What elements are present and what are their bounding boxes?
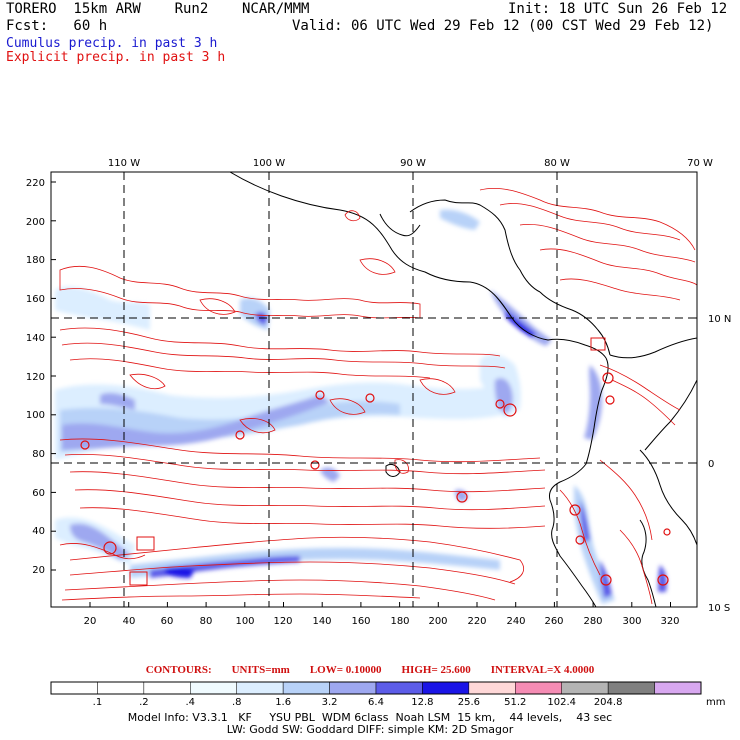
plot-frame <box>50 171 698 608</box>
legend-threshold-label: 51.2 <box>504 697 526 708</box>
legend-threshold-label: 1.6 <box>275 697 291 708</box>
bottom-tick-220: 220 <box>467 616 486 627</box>
bottom-tick-180: 180 <box>390 616 409 627</box>
bottom-tick-320: 320 <box>660 616 679 627</box>
lon-label-110w: 110 W <box>108 158 140 169</box>
explicit-precip-contours <box>59 187 697 605</box>
legend-threshold-label: 6.4 <box>368 697 384 708</box>
legend-threshold-label: 25.6 <box>458 697 480 708</box>
legend-cell <box>375 681 423 695</box>
legend-cell <box>515 681 562 695</box>
cumulus-precip-label: Cumulus precip. in past 3 h <box>6 36 218 51</box>
contour-units: UNITS=mm <box>231 664 290 676</box>
bottom-tick-260: 260 <box>544 616 563 627</box>
legend-threshold-label: .2 <box>139 697 149 708</box>
legend-frame <box>50 681 702 695</box>
contours-label: CONTOURS: <box>145 664 212 676</box>
cumulus-precip-shading <box>55 209 667 604</box>
legend-cell <box>329 681 377 695</box>
lon-label-90w: 90 W <box>400 158 426 169</box>
bottom-tick-40: 40 <box>123 616 136 627</box>
contour-interval: INTERVAL=X 4.0000 <box>490 664 595 676</box>
legend-cell <box>607 681 655 695</box>
legend-cell <box>143 681 191 695</box>
left-tick-80: 80 <box>32 449 45 460</box>
contour-info: CONTOURS: UNITS=mm LOW= 0.10000 HIGH= 25.60… <box>0 664 740 676</box>
model-title: TORERO 15km ARW Run2 NCAR/MMM <box>6 1 310 17</box>
explicit-precip-label: Explicit precip. in past 3 h <box>6 50 226 65</box>
lon-label-100w: 100 W <box>253 158 285 169</box>
bottom-tick-240: 240 <box>506 616 525 627</box>
bottom-tick-300: 300 <box>622 616 641 627</box>
left-tick-180: 180 <box>26 255 45 266</box>
lon-label-70w: 70 W <box>687 158 713 169</box>
legend-cell <box>422 681 470 695</box>
bottom-tick-120: 120 <box>273 616 292 627</box>
legend-threshold-label: 12.8 <box>411 697 433 708</box>
valid-time: Valid: 06 UTC Wed 29 Feb 12 (00 CST Wed … <box>292 18 714 34</box>
left-tick-140: 140 <box>26 333 45 344</box>
legend-unit: mm <box>706 697 725 708</box>
bottom-tick-200: 200 <box>428 616 447 627</box>
lat-label-10n: 10 N <box>708 314 731 325</box>
bottom-tick-20: 20 <box>84 616 97 627</box>
bottom-tick-labels: 20 40 60 80 100 120 140 160 180 200 220 … <box>84 616 680 627</box>
legend-threshold-label: 102.4 <box>547 697 576 708</box>
left-tick-60: 60 <box>32 488 45 499</box>
axis-ticks <box>51 172 698 608</box>
model-info-line2: LW: Godd SW: Goddard DIFF: simple KM: 2D… <box>226 723 514 736</box>
bottom-tick-140: 140 <box>312 616 331 627</box>
bottom-tick-100: 100 <box>235 616 254 627</box>
init-time: Init: 18 UTC Sun 26 Feb 12 <box>508 1 728 17</box>
bottom-tick-80: 80 <box>200 616 213 627</box>
legend-threshold-label: 3.2 <box>322 697 338 708</box>
bottom-tick-160: 160 <box>351 616 370 627</box>
lat-lon-grid <box>51 172 697 607</box>
legend-cell <box>654 681 702 695</box>
left-tick-200: 200 <box>26 217 45 228</box>
top-lon-labels: 110 W 100 W 90 W 80 W 70 W <box>108 158 713 169</box>
model-info-line1: Model Info: V3.3.1 KF YSU PBL WDM 6class… <box>127 711 613 724</box>
left-tick-20: 20 <box>32 565 45 576</box>
lat-label-10s: 10 S <box>708 603 730 614</box>
highlight-boxes <box>129 337 606 586</box>
lon-label-80w: 80 W <box>544 158 570 169</box>
coastlines <box>229 172 697 607</box>
legend-cell <box>468 681 516 695</box>
forecast-hour: Fcst: 60 h <box>6 18 108 34</box>
legend-cell <box>236 681 284 695</box>
bottom-tick-60: 60 <box>161 616 174 627</box>
left-tick-40: 40 <box>32 526 45 537</box>
legend-threshold-label: 204.8 <box>594 697 623 708</box>
legend-cell <box>97 681 145 695</box>
left-tick-160: 160 <box>26 294 45 305</box>
contour-high: HIGH= 25.600 <box>401 664 471 676</box>
legend-threshold-label: .4 <box>186 697 196 708</box>
legend-cell <box>282 681 330 695</box>
left-tick-120: 120 <box>26 372 45 383</box>
right-lat-labels: 10 N 0 10 S <box>708 314 731 614</box>
legend-threshold-label: .1 <box>93 697 103 708</box>
left-tick-100: 100 <box>26 410 45 421</box>
color-legend: .1.2.4.8 1.6 3.2 6.4 12.8 25.6 51.2 102.4 204.8 … <box>50 681 725 708</box>
left-tick-220: 220 <box>26 178 45 189</box>
legend-cell <box>50 681 98 695</box>
contour-low: LOW= 0.10000 <box>309 664 382 676</box>
bottom-tick-280: 280 <box>583 616 602 627</box>
lat-label-0: 0 <box>708 459 714 470</box>
legend-cell <box>561 681 609 695</box>
left-tick-labels: 220 200 180 160 140 120 100 80 60 40 20 <box>26 178 45 576</box>
legend-threshold-label: .8 <box>232 697 242 708</box>
legend-cell <box>190 681 237 695</box>
intense-precip-cores <box>80 372 671 586</box>
